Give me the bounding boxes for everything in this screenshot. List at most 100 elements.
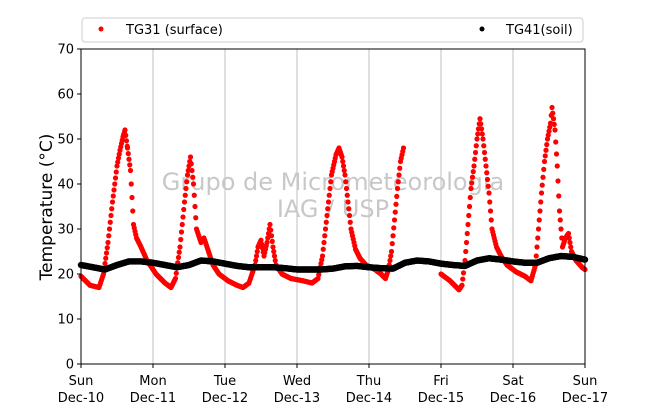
data-point bbox=[542, 153, 548, 159]
gridlines bbox=[152, 49, 514, 364]
data-point bbox=[395, 179, 401, 185]
data-point bbox=[339, 154, 345, 160]
data-point bbox=[535, 226, 542, 232]
data-point bbox=[541, 158, 548, 165]
y-tick-label: 20 bbox=[57, 268, 74, 283]
data-point bbox=[472, 156, 478, 162]
x-tick-label-day: Tue bbox=[213, 374, 236, 389]
data-point bbox=[533, 253, 539, 259]
data-point bbox=[544, 142, 550, 148]
data-point bbox=[392, 209, 398, 215]
data-point bbox=[480, 136, 486, 142]
data-point bbox=[397, 165, 403, 171]
data-point bbox=[473, 143, 479, 149]
data-point bbox=[180, 214, 186, 220]
x-tick-label-date: Dec-13 bbox=[274, 391, 320, 406]
data-point bbox=[268, 233, 275, 239]
data-point bbox=[325, 199, 332, 205]
x-tick-label-date: Dec-11 bbox=[130, 391, 176, 406]
x-tick-label-date: Dec-14 bbox=[346, 391, 392, 406]
data-point bbox=[127, 167, 134, 174]
x-tick-label-date: Dec-16 bbox=[490, 391, 536, 406]
data-point bbox=[341, 167, 347, 174]
data-point bbox=[482, 156, 488, 162]
data-point bbox=[551, 121, 557, 127]
data-point bbox=[346, 206, 352, 212]
data-point bbox=[343, 185, 350, 192]
data-point bbox=[125, 151, 131, 157]
series-tg41-soil bbox=[77, 252, 589, 273]
data-point bbox=[185, 167, 191, 174]
data-point bbox=[109, 199, 116, 205]
data-point bbox=[111, 187, 117, 193]
data-point bbox=[538, 199, 544, 205]
data-point bbox=[191, 192, 197, 198]
data-point bbox=[459, 282, 465, 288]
data-point bbox=[485, 183, 491, 189]
data-point bbox=[466, 203, 473, 210]
data-point bbox=[568, 244, 574, 250]
data-point bbox=[271, 253, 278, 259]
data-point bbox=[345, 199, 351, 205]
data-point bbox=[173, 270, 179, 276]
data-point bbox=[463, 248, 469, 255]
data-point bbox=[536, 217, 542, 223]
y-tick-label: 30 bbox=[57, 223, 74, 238]
data-point bbox=[553, 151, 560, 157]
data-point bbox=[326, 192, 332, 198]
data-point bbox=[184, 179, 190, 185]
data-point bbox=[324, 212, 330, 219]
data-point bbox=[178, 229, 185, 235]
y-tick-label: 60 bbox=[57, 88, 74, 103]
data-point bbox=[556, 193, 562, 199]
data-point bbox=[393, 201, 399, 207]
plot-frame bbox=[80, 48, 586, 365]
data-point bbox=[347, 219, 353, 225]
data-point bbox=[106, 226, 113, 232]
data-point bbox=[566, 235, 572, 241]
data-point bbox=[481, 143, 487, 149]
data-point bbox=[254, 248, 260, 255]
data-point bbox=[556, 208, 563, 214]
plot-series bbox=[77, 104, 589, 293]
y-axis: 0 10 20 30 40 50 60 70 bbox=[57, 43, 81, 373]
data-point bbox=[124, 145, 131, 151]
y-tick-label: 40 bbox=[57, 178, 74, 193]
data-point bbox=[267, 221, 273, 228]
data-point bbox=[102, 260, 108, 267]
data-point bbox=[177, 244, 183, 250]
data-point bbox=[107, 219, 113, 225]
data-point bbox=[478, 126, 485, 132]
data-point bbox=[552, 127, 558, 133]
data-point bbox=[103, 250, 110, 256]
data-point bbox=[265, 235, 271, 241]
data-point bbox=[488, 217, 494, 223]
x-tick-label-date: Dec-17 bbox=[562, 391, 608, 406]
data-point bbox=[178, 236, 184, 243]
data-point bbox=[189, 167, 195, 174]
legend[interactable]: TG31 (surface) TG41(soil) bbox=[81, 17, 584, 43]
data-point bbox=[466, 212, 472, 219]
x-tick-label-day: Sat bbox=[502, 374, 523, 389]
x-tick-label-date: Dec-15 bbox=[418, 391, 464, 406]
data-point bbox=[264, 239, 270, 246]
data-point bbox=[554, 163, 560, 169]
data-point bbox=[322, 233, 328, 239]
data-point bbox=[269, 238, 275, 244]
data-point bbox=[394, 185, 401, 192]
data-point bbox=[391, 217, 398, 223]
data-point bbox=[253, 253, 260, 259]
data-point bbox=[270, 244, 276, 250]
data-point bbox=[481, 149, 488, 156]
data-point bbox=[468, 185, 474, 192]
data-point bbox=[478, 121, 484, 127]
data-point bbox=[388, 248, 395, 255]
legend-frame bbox=[81, 17, 584, 43]
data-point bbox=[122, 127, 128, 133]
data-point bbox=[271, 248, 277, 255]
data-point bbox=[115, 159, 121, 165]
data-point bbox=[116, 151, 122, 157]
data-point bbox=[104, 245, 110, 251]
data-point bbox=[123, 138, 130, 144]
data-point bbox=[258, 237, 264, 243]
